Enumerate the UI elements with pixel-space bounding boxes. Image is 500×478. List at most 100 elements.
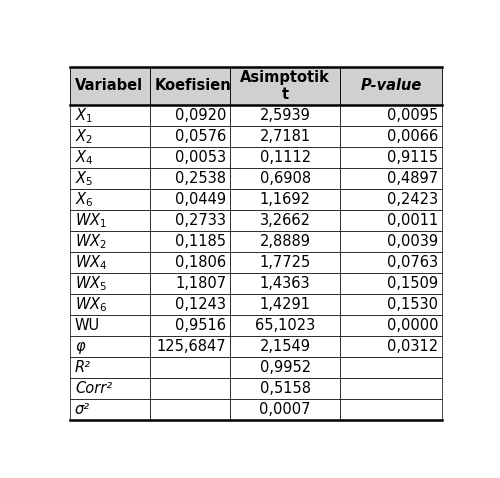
Text: 1,4291: 1,4291 bbox=[260, 297, 310, 312]
Bar bbox=[150, 294, 230, 315]
Text: 0,0576: 0,0576 bbox=[175, 129, 227, 144]
Bar bbox=[70, 273, 150, 294]
Bar bbox=[70, 378, 150, 399]
Bar bbox=[70, 147, 150, 168]
Bar bbox=[150, 273, 230, 294]
Text: 1,1807: 1,1807 bbox=[175, 276, 227, 291]
Bar bbox=[70, 336, 150, 357]
Text: Asimptotik
t: Asimptotik t bbox=[240, 70, 330, 102]
Bar bbox=[340, 126, 442, 147]
Bar bbox=[150, 231, 230, 252]
Text: $\it{X}_{2}$: $\it{X}_{2}$ bbox=[75, 127, 93, 146]
Bar bbox=[70, 252, 150, 273]
Bar bbox=[70, 210, 150, 231]
Text: $\it{X}_{5}$: $\it{X}_{5}$ bbox=[75, 169, 93, 188]
Text: 0,1185: 0,1185 bbox=[176, 234, 226, 249]
Text: $\it{X}_{6}$: $\it{X}_{6}$ bbox=[75, 190, 94, 209]
Bar bbox=[340, 336, 442, 357]
Text: 0,0011: 0,0011 bbox=[387, 213, 438, 228]
Text: $\it{WX}_{4}$: $\it{WX}_{4}$ bbox=[75, 253, 108, 272]
Text: Corr²: Corr² bbox=[75, 381, 112, 396]
Text: R²: R² bbox=[75, 360, 91, 375]
Bar bbox=[340, 147, 442, 168]
Bar bbox=[230, 252, 340, 273]
Text: 1,1692: 1,1692 bbox=[260, 192, 310, 207]
Bar bbox=[230, 315, 340, 336]
Text: 0,9115: 0,9115 bbox=[388, 150, 438, 165]
Bar bbox=[230, 126, 340, 147]
Bar bbox=[340, 315, 442, 336]
Text: 0,6908: 0,6908 bbox=[260, 171, 310, 186]
Text: 0,2423: 0,2423 bbox=[387, 192, 438, 207]
Bar bbox=[150, 357, 230, 378]
Text: 2,1549: 2,1549 bbox=[260, 339, 310, 354]
Text: 0,0763: 0,0763 bbox=[387, 255, 438, 270]
Text: $\it{X}_{1}$: $\it{X}_{1}$ bbox=[75, 106, 93, 125]
Bar bbox=[340, 357, 442, 378]
Bar bbox=[150, 252, 230, 273]
Bar bbox=[230, 168, 340, 189]
Text: 0,1530: 0,1530 bbox=[388, 297, 438, 312]
Bar bbox=[230, 399, 340, 420]
Bar bbox=[340, 168, 442, 189]
Bar bbox=[230, 336, 340, 357]
Bar bbox=[70, 189, 150, 210]
Bar bbox=[70, 399, 150, 420]
Text: 65,1023: 65,1023 bbox=[255, 318, 315, 333]
Bar bbox=[150, 147, 230, 168]
Bar bbox=[150, 126, 230, 147]
Bar bbox=[230, 147, 340, 168]
Bar bbox=[340, 231, 442, 252]
Bar bbox=[70, 105, 150, 126]
Bar bbox=[230, 231, 340, 252]
Bar bbox=[340, 189, 442, 210]
Text: 0,0312: 0,0312 bbox=[387, 339, 438, 354]
Bar bbox=[150, 168, 230, 189]
Text: 0,0095: 0,0095 bbox=[387, 108, 438, 123]
Bar bbox=[230, 210, 340, 231]
Bar bbox=[340, 399, 442, 420]
Text: 0,0000: 0,0000 bbox=[387, 318, 438, 333]
Text: 0,1243: 0,1243 bbox=[176, 297, 226, 312]
Text: 0,0920: 0,0920 bbox=[175, 108, 227, 123]
Text: 1,4363: 1,4363 bbox=[260, 276, 310, 291]
Bar bbox=[230, 105, 340, 126]
Text: 0,2733: 0,2733 bbox=[176, 213, 226, 228]
Bar bbox=[150, 399, 230, 420]
Bar bbox=[70, 315, 150, 336]
Text: 0,9516: 0,9516 bbox=[176, 318, 226, 333]
Text: 3,2662: 3,2662 bbox=[260, 213, 310, 228]
Text: 125,6847: 125,6847 bbox=[156, 339, 226, 354]
Bar bbox=[340, 252, 442, 273]
Text: 0,9952: 0,9952 bbox=[260, 360, 310, 375]
Bar bbox=[150, 189, 230, 210]
Text: 2,5939: 2,5939 bbox=[260, 108, 310, 123]
Bar bbox=[340, 378, 442, 399]
Text: φ: φ bbox=[75, 339, 85, 354]
Text: $\it{WX}_{2}$: $\it{WX}_{2}$ bbox=[75, 232, 107, 251]
Text: 0,2538: 0,2538 bbox=[176, 171, 226, 186]
Bar bbox=[150, 315, 230, 336]
Text: 0,0039: 0,0039 bbox=[387, 234, 438, 249]
Bar bbox=[340, 105, 442, 126]
Text: $\it{WX}_{1}$: $\it{WX}_{1}$ bbox=[75, 211, 107, 230]
Bar bbox=[230, 294, 340, 315]
Bar bbox=[230, 357, 340, 378]
Text: 0,1806: 0,1806 bbox=[175, 255, 227, 270]
Text: σ²: σ² bbox=[75, 402, 90, 417]
Text: 0,5158: 0,5158 bbox=[260, 381, 310, 396]
Text: 0,0007: 0,0007 bbox=[260, 402, 311, 417]
Text: $\it{WX}_{6}$: $\it{WX}_{6}$ bbox=[75, 295, 108, 314]
Bar bbox=[150, 210, 230, 231]
Text: Koefisien: Koefisien bbox=[155, 78, 232, 93]
Text: 0,4897: 0,4897 bbox=[387, 171, 438, 186]
Bar bbox=[340, 210, 442, 231]
Text: 2,7181: 2,7181 bbox=[260, 129, 310, 144]
Text: $\it{X}_{4}$: $\it{X}_{4}$ bbox=[75, 148, 94, 167]
Bar bbox=[230, 189, 340, 210]
Bar bbox=[150, 105, 230, 126]
Text: $\it{WX}_{5}$: $\it{WX}_{5}$ bbox=[75, 274, 107, 293]
Bar bbox=[230, 378, 340, 399]
Bar bbox=[70, 231, 150, 252]
Bar bbox=[70, 168, 150, 189]
